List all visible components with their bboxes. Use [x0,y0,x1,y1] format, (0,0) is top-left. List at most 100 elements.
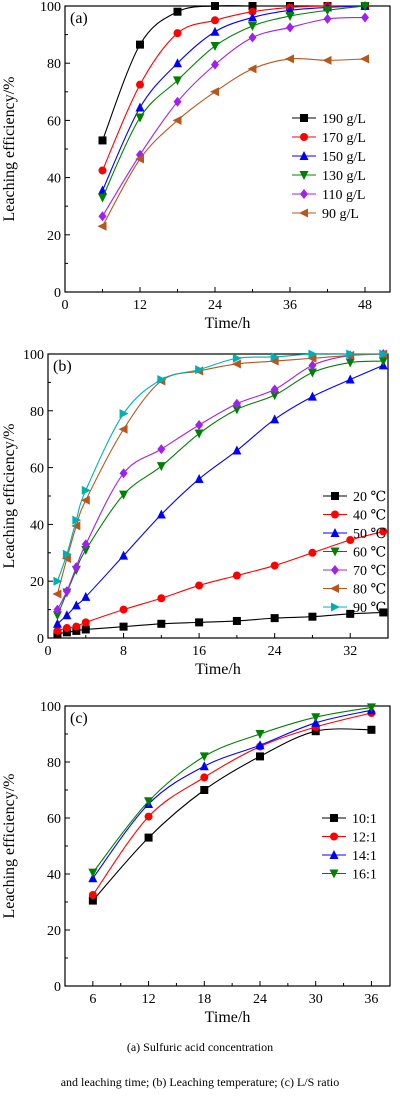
panel-c-x-tick-label: 18 [197,992,211,1007]
panel-c-y-tick-label: 0 [54,980,61,995]
panel-b-legend-marker [330,547,340,557]
panel-b-series-4-point [378,357,388,367]
panel-b-series-1-point [119,622,128,631]
panel-b-series-2-point [81,618,90,627]
panel-c-series-4-point [311,713,321,723]
panel-c-plot-frame [64,705,391,987]
panel-a-legend-entry: 90 g/L [322,207,359,222]
panel-b-series-5-point [195,420,204,430]
panel-a-legend-entry: 110 g/L [322,188,365,203]
panel-a-y-tick-label: 60 [47,114,61,129]
panel-a-series-4-point [173,76,182,86]
panel-b-series-5-point [119,468,128,479]
panel-c-series-2-point [200,773,209,782]
panel-a-series-5-point [323,13,332,24]
panel-a-y-tick-label: 80 [47,57,61,72]
panel-b-series-7-point [195,365,205,375]
panel-b-series-5-point [81,539,90,550]
panel-a-plot-frame [64,5,391,293]
panel-b-legend-entry: 70 ℃ [353,564,386,579]
panel-a-x-tick-label: 36 [283,298,297,313]
panel-c-series-1-point [367,725,376,734]
panel-c-legend-marker [330,832,338,841]
panel-a-label: (a) [70,10,88,27]
panel-b-series-3-point [52,618,62,628]
panel-b-series-2-point [62,624,71,633]
panel-a-y-tick-label: 0 [54,286,61,301]
panel-b-series-7-point [270,352,280,362]
panel-a-series-3 [98,1,370,195]
panel-b-series-4-point [345,358,355,368]
panel-a-series-2-point [98,166,107,175]
panel-b-y-tick-label: 20 [30,575,44,590]
panel-a-series-2-point [136,80,144,89]
panel-b-series-7-point [157,375,167,385]
panel-b-legend-entry: 50 ℃ [353,527,386,542]
panel-b-series-5-point [270,384,279,395]
panel-a-legend-entry: 150 g/L [322,150,366,165]
panel-b-series-5-point [232,398,241,409]
panel-b-series-2-point [119,605,128,614]
panel-b-series-3-point [71,600,81,610]
panel-b-series-1-point [232,616,241,625]
panel-b-y-tick-label: 60 [30,462,44,477]
panel-b-legend-marker [331,565,339,575]
panel-b-series-2-point [157,594,166,603]
panel-b-series-7-point [232,353,242,363]
panel-b-legend-marker [330,528,340,537]
panel-b-series-2-point [232,571,241,580]
panel-b-series-6-line [56,353,384,595]
panel-c-legend: 10:1 12:1 14:1 16:1 [322,812,377,883]
panel-a-x-tick-label: 0 [62,298,69,313]
panel-b-series-5 [53,349,388,615]
panel-c-series-1-point [144,833,153,842]
panel-a-series-4-point [98,193,107,203]
panel-a-series-1-point [98,136,107,145]
panel-b-series-1-point [72,626,81,635]
panel-b-series-2-point [195,581,204,590]
panel-b-series-3-point [62,610,72,620]
panel-a-series-6-point [360,54,369,64]
panel-c-series-4-point [88,868,98,878]
panel-a-y-tick-label: 20 [47,229,61,244]
panel-b-series-5-point [53,604,62,615]
panel-b-series-7-point [62,549,72,559]
panel-b-x-tick-label: 24 [268,644,282,659]
panel-c-series-2-point [144,812,153,821]
panel-b-series-1-point [62,628,71,637]
panel-a-legend-entry: 130 g/L [322,169,366,184]
panel-b-series-4 [52,357,388,621]
panel-c-legend-entry: 14:1 [352,849,377,864]
panel-b-series-2-point [308,548,317,557]
panel-c-legend-marker [329,850,339,859]
panel-b-series-2-point [346,536,355,545]
panel-b-chart: 0 8 16 24 32 0 20 40 60 80 100 Time/h Leaching effic… [1,348,389,678]
panel-c-chart: 6 12 18 24 30 36 0 20 40 60 80 100 Time/h Leaching ef… [1,700,391,1026]
panel-b-series-6-point [269,356,279,366]
panel-a-series-1-point [248,2,257,10]
panel-b-x-tick-label: 16 [192,644,206,659]
panel-a-series-3-point [248,12,257,22]
panel-a-legend: 190 g/L 170 g/L 150 g/L 130 g/L 110 g/L 90 g/… [292,112,366,222]
panel-b-legend-entry: 90 ℃ [353,601,386,616]
panel-b-series-7-point [379,349,389,359]
panel-a-y-tick-label: 100 [40,0,61,15]
panel-c-x-tick-label: 12 [142,992,156,1007]
panel-b-x-tick-label: 0 [45,644,52,659]
panel-b-legend-marker [331,602,340,612]
panel-b-series-3-point [307,391,317,401]
panel-a-series-6-point [247,64,257,74]
panel-a-legend-marker [299,208,308,218]
panel-c-series-1-point [200,786,209,794]
panel-c-y-axis-title: Leaching efficiency/% [1,774,18,919]
panel-b-series-6-point [52,589,62,599]
panel-a-series-1-point [173,7,182,16]
panel-b-series-7-point [308,349,318,359]
panel-c-series-3-point [199,761,209,771]
panel-c-series-4 [88,703,376,878]
panel-c-series-2-point [88,891,97,899]
panel-a-legend-marker [299,171,309,180]
panel-b-legend-marker [330,584,339,593]
panel-c-series-4-point [255,730,265,739]
